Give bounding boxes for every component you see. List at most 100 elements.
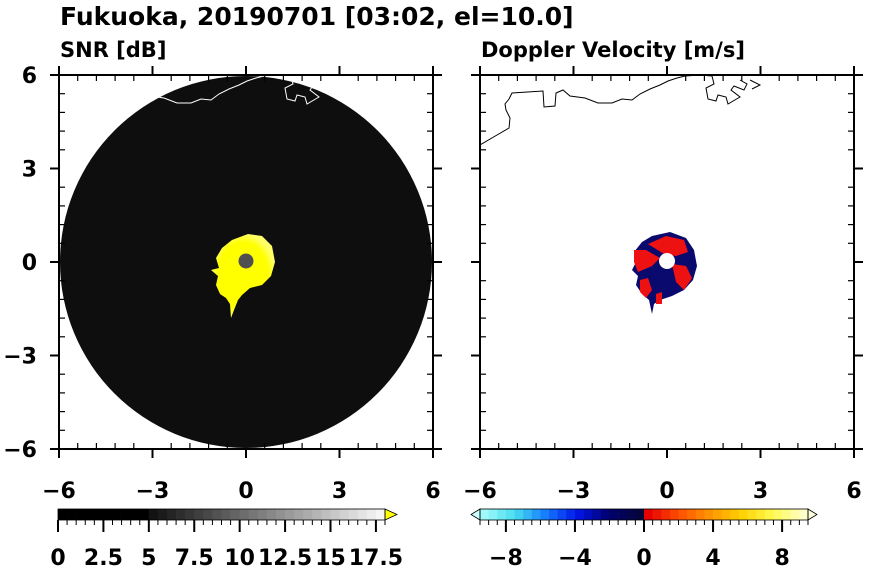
colorbar-box xyxy=(230,509,240,520)
colorbar-box xyxy=(764,509,774,520)
colorbar-box xyxy=(276,509,286,520)
x-tick-label: 0 xyxy=(659,479,674,504)
colorbar-tick-label: 0 xyxy=(50,546,65,570)
colorbar-box xyxy=(157,509,168,520)
snr-panel: −6 6 −3 3 0 0 3 −3 6 −6 xyxy=(3,64,442,504)
colorbar-box xyxy=(203,509,213,520)
doppler-panel: −6 −3 0 3 6 xyxy=(463,66,863,504)
colorbar-box xyxy=(67,509,77,520)
colorbar-box xyxy=(669,509,679,520)
colorbar-box xyxy=(497,509,507,520)
colorbar-box xyxy=(480,509,489,520)
snr-colorbar: 0 2.5 5 7.5 10 12.5 15 17.5 xyxy=(50,508,403,570)
colorbar-box xyxy=(112,509,122,520)
colorbar-box xyxy=(266,509,277,520)
colorbar-box xyxy=(730,509,740,520)
colorbar-box xyxy=(339,509,349,520)
colorbar-box xyxy=(626,509,636,520)
colorbar-tick-label: 12.5 xyxy=(258,546,312,570)
colorbar-box xyxy=(221,509,231,520)
colorbar-box xyxy=(738,509,748,520)
colorbar-box xyxy=(704,509,714,520)
colorbar-box xyxy=(76,509,86,520)
colorbar-tick-label: 2.5 xyxy=(84,546,123,570)
colorbar-box xyxy=(678,509,688,520)
colorbar-over-arrow xyxy=(384,508,398,521)
colorbar-box xyxy=(557,509,567,520)
colorbar-box xyxy=(321,509,331,520)
colorbar-box xyxy=(644,509,653,520)
colorbar-box xyxy=(248,509,259,520)
colorbar-box xyxy=(566,509,576,520)
x-tick-label: −6 xyxy=(463,479,497,504)
colorbar-box xyxy=(790,509,800,520)
colorbar-box xyxy=(523,509,533,520)
colorbar-tick-label: 10 xyxy=(224,546,255,570)
colorbar-box xyxy=(58,509,68,520)
colorbar-tick-label: −8 xyxy=(489,546,523,570)
colorbar-box xyxy=(239,509,250,520)
colorbar-tick-label: 8 xyxy=(774,546,789,570)
colorbar-box xyxy=(687,509,697,520)
colorbar-box xyxy=(799,509,809,520)
colorbar-box xyxy=(176,509,186,520)
colorbar-box xyxy=(618,509,628,520)
doppler-panel-title: Doppler Velocity [m/s] xyxy=(481,38,745,62)
colorbar-box xyxy=(330,509,340,520)
colorbar-box xyxy=(514,509,524,520)
colorbar-box xyxy=(194,509,204,520)
colorbar-box xyxy=(661,509,671,520)
colorbar-box xyxy=(357,509,368,520)
doppler-center-gap xyxy=(659,253,675,269)
x-tick-label: 3 xyxy=(332,479,347,504)
colorbar-tick-label: 17.5 xyxy=(349,546,403,570)
x-tick-label: 6 xyxy=(846,479,861,504)
colorbar-box xyxy=(574,509,584,520)
colorbar-box xyxy=(130,509,141,520)
colorbar-box xyxy=(294,509,304,520)
colorbar-box xyxy=(348,509,359,520)
snr-echo xyxy=(211,234,275,318)
y-tick-label: −6 xyxy=(3,438,37,463)
colorbar-box xyxy=(312,509,322,520)
x-tick-label: 0 xyxy=(238,479,253,504)
colorbar-box xyxy=(505,509,515,520)
snr-center-gap xyxy=(238,253,254,269)
y-tick-label: 0 xyxy=(22,251,37,276)
y-tick-label: 6 xyxy=(22,64,37,89)
colorbar-box xyxy=(488,509,498,520)
colorbar-box xyxy=(583,509,593,520)
colorbar-tick-label: 0 xyxy=(636,546,651,570)
colorbar-box xyxy=(185,509,195,520)
colorbar-box xyxy=(285,509,295,520)
doppler-colorbar: −8 −4 0 4 8 xyxy=(470,508,818,570)
snr-panel-title: SNR [dB] xyxy=(60,38,166,62)
colorbar-box xyxy=(713,509,722,520)
colorbar-box xyxy=(773,509,783,520)
colorbar-box xyxy=(721,509,731,520)
colorbar-box xyxy=(121,509,131,520)
colorbar-box xyxy=(600,509,610,520)
colorbar-tick-label: 15 xyxy=(315,546,346,570)
x-tick-label: −3 xyxy=(136,479,170,504)
x-tick-label: 6 xyxy=(425,479,440,504)
colorbar-box xyxy=(167,509,177,520)
colorbar-box xyxy=(148,509,159,520)
doppler-echo-positive xyxy=(634,236,692,304)
colorbar-box xyxy=(592,509,602,520)
x-tick-label: −3 xyxy=(557,479,591,504)
y-tick-label: −3 xyxy=(3,345,37,370)
colorbar-box xyxy=(540,509,550,520)
colorbar-box xyxy=(375,509,386,520)
colorbar-box xyxy=(303,509,313,520)
colorbar-box xyxy=(635,509,645,520)
x-tick-label: 3 xyxy=(753,479,768,504)
colorbar-box xyxy=(609,509,619,520)
colorbar-box xyxy=(695,509,705,520)
y-tick-label: 3 xyxy=(22,158,37,183)
colorbar-box xyxy=(366,509,377,520)
colorbar-box xyxy=(652,509,662,520)
colorbar-box xyxy=(549,509,558,520)
colorbar-box xyxy=(212,509,222,520)
